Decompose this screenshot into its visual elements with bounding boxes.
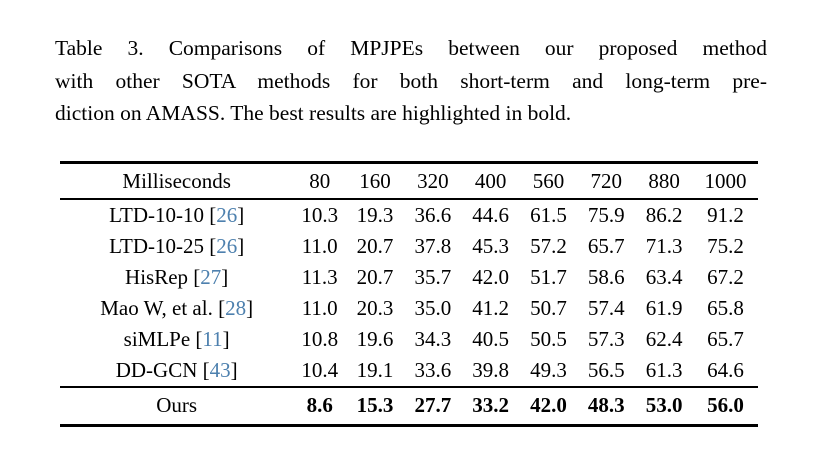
value-cell: 19.3 (356, 203, 394, 227)
value-cell: 42.0 (472, 265, 510, 289)
method-cell: DD-GCN [43] (115, 358, 238, 382)
table-row: HisRep [27] 11.3 20.7 35.7 42.0 51.7 58.6 63.4 6… (60, 262, 758, 293)
value-cell: 53.0 (635, 386, 694, 426)
results-table: Milliseconds 80 160 320 400 560 720 880 1000 LTD… (60, 161, 758, 427)
value-cell: 44.6 (472, 203, 510, 227)
method-cell: LTD-10-10 [26] (109, 203, 245, 227)
method-cell: LTD-10-25 [26] (109, 234, 245, 258)
value-cell: 75.2 (707, 234, 744, 258)
value-cell: 75.9 (587, 203, 625, 227)
citation-link[interactable]: 26 (216, 234, 238, 258)
value-cell: 56.5 (587, 358, 625, 382)
value-cell: 45.3 (472, 234, 510, 258)
method-cell: siMLPe [11] (123, 327, 230, 351)
value-cell: 37.8 (414, 234, 452, 258)
value-cell: 71.3 (645, 234, 683, 258)
column-header: 1000 (693, 162, 758, 200)
value-cell: 56.0 (693, 386, 758, 426)
table-row: LTD-10-25 [26] 11.0 20.7 37.8 45.3 57.2 65.7 71… (60, 231, 758, 262)
caption-line-1: Table 3. Comparisons of MPJPEs between o… (55, 36, 767, 60)
citation-link[interactable]: 43 (209, 358, 231, 382)
value-cell: 10.8 (301, 327, 339, 351)
value-cell: 34.3 (414, 327, 452, 351)
value-cell: 63.4 (645, 265, 683, 289)
value-cell: 51.7 (530, 265, 567, 289)
value-cell: 35.7 (414, 265, 452, 289)
column-header: 560 (519, 162, 578, 200)
value-cell: 67.2 (707, 265, 744, 289)
value-cell: 20.7 (356, 234, 394, 258)
table-row: siMLPe [11] 10.8 19.6 34.3 40.5 50.5 57.3 62.4 6… (60, 324, 758, 355)
value-cell: 57.3 (587, 327, 625, 351)
value-cell: 48.3 (577, 386, 636, 426)
table-body: LTD-10-10 [26] 10.3 19.3 36.6 44.6 61.5 75.9 86… (60, 199, 758, 426)
citation-link[interactable]: 28 (225, 296, 247, 320)
column-header: 80 (293, 162, 347, 200)
value-cell: 33.6 (414, 358, 452, 382)
header-row: Milliseconds 80 160 320 400 560 720 880 1000 (60, 162, 758, 200)
value-cell: 11.0 (301, 234, 338, 258)
method-cell: HisRep [27] (125, 265, 229, 289)
citation-link[interactable]: 11 (202, 327, 223, 351)
value-cell: 33.2 (461, 386, 520, 426)
value-cell: 57.2 (530, 234, 567, 258)
value-cell: 65.8 (707, 296, 744, 320)
method-cell: Ours (60, 386, 294, 426)
value-cell: 19.1 (356, 358, 394, 382)
value-cell: 15.3 (346, 386, 404, 426)
table-header: Milliseconds 80 160 320 400 560 720 880 1000 (60, 162, 758, 200)
value-cell: 65.7 (707, 327, 744, 351)
value-cell: 50.7 (530, 296, 567, 320)
value-cell: 64.6 (707, 358, 744, 382)
table-row: Mao W, et al. [28] 11.0 20.3 35.0 41.2 50.7 57… (60, 293, 758, 324)
value-cell: 58.6 (587, 265, 625, 289)
value-cell: 62.4 (645, 327, 683, 351)
caption-line-2: with other SOTA methods for both short-t… (55, 68, 767, 93)
table-row: LTD-10-10 [26] 10.3 19.3 36.6 44.6 61.5 75.9 86… (60, 199, 758, 231)
value-cell: 41.2 (472, 296, 510, 320)
citation-link[interactable]: 26 (216, 203, 238, 227)
column-header: Milliseconds (60, 162, 294, 200)
value-cell: 61.9 (645, 296, 683, 320)
value-cell: 36.6 (414, 203, 452, 227)
value-cell: 27.7 (403, 386, 462, 426)
value-cell: 50.5 (530, 327, 567, 351)
value-cell: 61.5 (530, 203, 567, 227)
table-row: DD-GCN [43] 10.4 19.1 33.6 39.8 49.3 56.5 61.3 6… (60, 355, 758, 387)
value-cell: 61.3 (645, 358, 683, 382)
value-cell: 91.2 (707, 203, 744, 227)
column-header: 160 (346, 162, 404, 200)
column-header: 400 (461, 162, 520, 200)
value-cell: 57.4 (587, 296, 625, 320)
citation-link[interactable]: 27 (200, 265, 222, 289)
column-header: 720 (577, 162, 636, 200)
value-cell: 20.7 (356, 265, 394, 289)
value-cell: 20.3 (356, 296, 394, 320)
value-cell: 65.7 (587, 234, 625, 258)
value-cell: 8.6 (293, 386, 347, 426)
caption-line-3: diction on AMASS. The best results are h… (55, 101, 572, 125)
value-cell: 42.0 (519, 386, 578, 426)
value-cell: 39.8 (472, 358, 510, 382)
value-cell: 40.5 (472, 327, 510, 351)
value-cell: 86.2 (645, 203, 683, 227)
column-header: 880 (635, 162, 694, 200)
value-cell: 10.4 (301, 358, 339, 382)
table-caption: Table 3. Comparisons of MPJPEs between o… (55, 32, 767, 130)
results-table-container: Milliseconds 80 160 320 400 560 720 880 1000 LTD… (60, 161, 758, 427)
value-cell: 19.6 (356, 327, 394, 351)
value-cell: 10.3 (301, 203, 339, 227)
table-row: Ours 8.6 15.3 27.7 33.2 42.0 48.3 53.0 56.0 (60, 386, 758, 426)
method-cell: Mao W, et al. [28] (100, 296, 254, 320)
value-cell: 49.3 (530, 358, 567, 382)
value-cell: 11.0 (301, 296, 338, 320)
value-cell: 11.3 (301, 265, 338, 289)
column-header: 320 (403, 162, 462, 200)
value-cell: 35.0 (414, 296, 452, 320)
